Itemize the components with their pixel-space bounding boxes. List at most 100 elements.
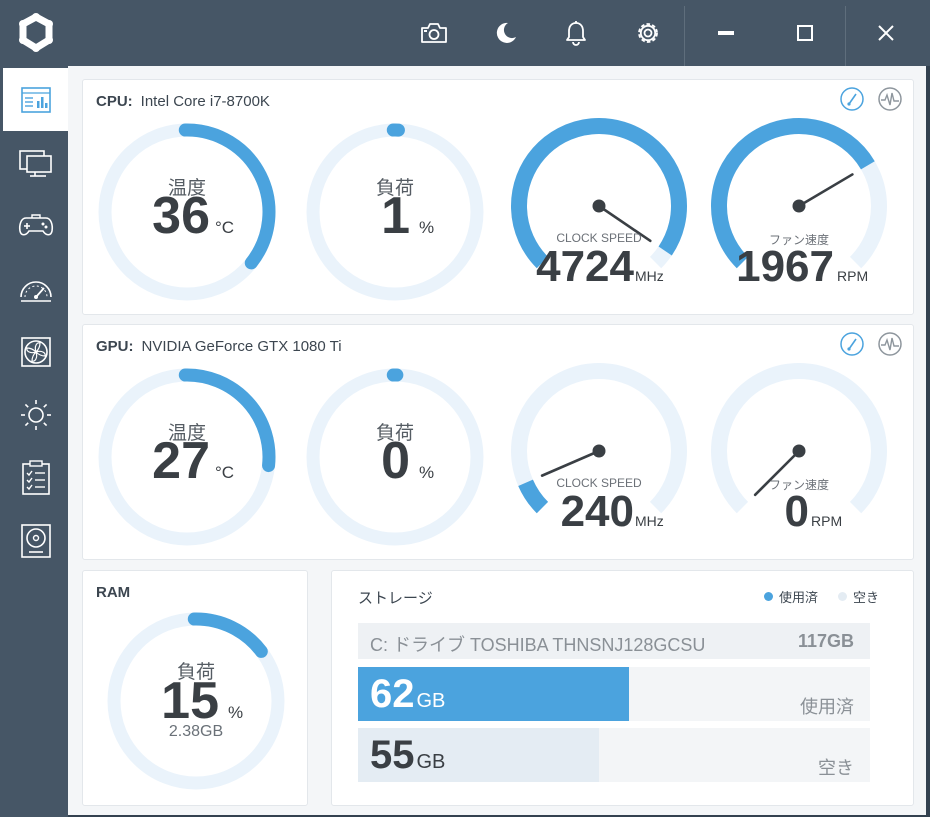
dial-fill xyxy=(518,479,549,514)
dial-fill xyxy=(511,118,687,269)
cpu-fan-value: 1967 xyxy=(736,242,834,291)
ring-fill xyxy=(178,368,276,473)
gpu-load-gauge: 負荷 0 % xyxy=(295,357,495,557)
dial-fill xyxy=(711,118,875,269)
cpu-load-unit: % xyxy=(419,218,435,237)
graph-view-icon[interactable] xyxy=(877,331,903,357)
gpu-temp-gauge: 温度 27 °C xyxy=(87,357,287,557)
sidebar-item-tasks[interactable] xyxy=(3,446,68,509)
cpu-load-value: 1 xyxy=(381,187,410,245)
cpu-clock-label: CLOCK SPEED xyxy=(556,231,642,245)
storage-title: ストレージ xyxy=(358,590,433,607)
sidebar-item-fan[interactable] xyxy=(3,320,68,383)
logo-icon xyxy=(0,0,68,66)
notifications-button[interactable] xyxy=(554,0,598,66)
close-button[interactable] xyxy=(846,0,926,66)
gpu-clock-dial: CLOCK SPEED 240 MHz xyxy=(499,347,699,547)
cpu-clock-unit: MHz xyxy=(635,268,664,284)
camera-icon xyxy=(421,23,447,43)
gpu-load-label: 負荷 xyxy=(375,423,414,444)
dial-hub xyxy=(592,444,606,458)
gpu-clock-arc xyxy=(511,363,687,514)
ram-panel: RAM 負荷 15 % 2.38GB xyxy=(82,570,308,806)
cpu-load-gauge: 負荷 1 % xyxy=(295,112,495,312)
legend-free-label: 空き xyxy=(853,590,880,605)
minimize-icon xyxy=(718,31,734,35)
used-bar: 62 GB 使用済 xyxy=(358,667,870,721)
gpu-title: GPU: NVIDIA GeForce GTX 1080 Ti xyxy=(96,338,342,355)
cpu-fan-dial: ファン速度 1967 RPM xyxy=(699,102,899,302)
free-label: 空き xyxy=(818,758,854,778)
title-bar xyxy=(0,0,930,66)
legend-used-label: 使用済 xyxy=(779,590,819,605)
cpu-model: Intel Core i7-8700K xyxy=(140,93,270,110)
settings-button[interactable] xyxy=(626,0,670,66)
cpu-temp-value: 36 xyxy=(152,187,210,245)
drive-size: 117GB xyxy=(797,631,854,651)
checklist-icon xyxy=(21,459,50,495)
used-unit: GB xyxy=(416,690,446,712)
free-unit: GB xyxy=(416,751,446,773)
dial-hub xyxy=(792,199,806,213)
sidebar-item-gaming[interactable] xyxy=(3,194,68,257)
gpu-load-unit: % xyxy=(419,463,435,482)
cpu-panel: CPU: Intel Core i7-8700K 温度 36 °C 負荷 1 % … xyxy=(82,79,914,315)
monitor-icon xyxy=(18,149,52,177)
gauge-view-icon[interactable] xyxy=(839,86,865,112)
cpu-load-ring xyxy=(306,123,484,301)
gauge-view-icon[interactable] xyxy=(839,331,865,357)
free-amount: 55 GB xyxy=(370,733,445,778)
maximize-icon xyxy=(797,25,813,41)
screenshot-button[interactable] xyxy=(412,0,456,66)
cpu-fan-label: ファン速度 xyxy=(768,233,829,247)
used-value: 62 xyxy=(370,672,415,716)
moon-icon xyxy=(496,22,516,43)
gpu-fan-label: ファン速度 xyxy=(768,478,829,492)
sidebar-item-storage[interactable] xyxy=(3,509,68,572)
ram-load-gauge: 負荷 15 % 2.38GB xyxy=(96,601,296,801)
sidebar-item-lighting[interactable] xyxy=(3,383,68,446)
cpu-clock-dial: CLOCK SPEED 4724 MHz xyxy=(499,102,699,302)
storage-panel: ストレージ 使用済 空き C: ドライブ TOSHIBA THNSNJ128GC… xyxy=(331,570,914,806)
ram-load-unit: % xyxy=(228,703,244,722)
gpu-temp-unit: °C xyxy=(215,463,235,482)
gpu-load-value: 0 xyxy=(381,432,410,490)
gamepad-icon xyxy=(18,213,53,236)
dial-track xyxy=(711,363,887,514)
gpu-fan-dial: ファン速度 0 RPM xyxy=(699,347,899,547)
gpu-temp-label: 温度 xyxy=(167,423,206,444)
cpu-temp-label: 温度 xyxy=(167,178,206,199)
graph-view-icon[interactable] xyxy=(877,86,903,112)
cpu-temp-unit: °C xyxy=(215,218,235,237)
maximize-button[interactable] xyxy=(766,0,844,66)
main-content: CPU: Intel Core i7-8700K 温度 36 °C 負荷 1 % … xyxy=(68,66,926,815)
sidebar-item-dashboard[interactable] xyxy=(3,68,68,131)
gpu-clock-label: CLOCK SPEED xyxy=(556,476,642,490)
drive-row[interactable]: C: ドライブ TOSHIBA THNSNJ128GCSU 117GB xyxy=(358,623,870,659)
speedometer-icon xyxy=(19,280,52,302)
cpu-temp-ring xyxy=(98,123,276,301)
free-bar-fill xyxy=(358,728,599,782)
ram-load-label: 負荷 xyxy=(176,662,215,683)
dark-mode-button[interactable] xyxy=(484,0,528,66)
gpu-label: GPU: xyxy=(96,338,134,355)
cpu-clock-value: 4724 xyxy=(536,242,634,291)
minimize-button[interactable] xyxy=(686,0,766,66)
ram-used-amount: 2.38GB xyxy=(168,723,224,740)
free-value: 55 xyxy=(370,733,415,777)
gpu-fan-value: 0 xyxy=(784,487,809,536)
dashboard-icon xyxy=(20,86,51,113)
sidebar-item-performance[interactable] xyxy=(3,257,68,320)
cpu-fan-arc xyxy=(711,118,887,269)
legend-used: 使用済 xyxy=(764,587,818,606)
ram-title: RAM xyxy=(96,584,131,601)
gpu-fan-arc xyxy=(711,363,887,514)
gpu-load-ring xyxy=(306,368,484,546)
sidebar-item-monitor[interactable] xyxy=(3,131,68,194)
used-bar-fill xyxy=(358,667,630,721)
used-label: 使用済 xyxy=(800,697,854,717)
close-icon xyxy=(878,25,894,41)
bell-icon xyxy=(566,21,586,46)
dial-hub xyxy=(792,444,806,458)
used-amount: 62 GB xyxy=(370,672,445,717)
